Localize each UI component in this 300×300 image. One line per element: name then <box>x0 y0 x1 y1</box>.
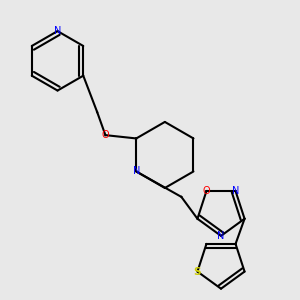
Text: N: N <box>54 26 61 36</box>
Text: O: O <box>102 130 109 140</box>
Text: N: N <box>232 186 239 196</box>
Text: N: N <box>217 231 225 241</box>
Text: S: S <box>194 267 201 277</box>
Text: O: O <box>202 186 210 196</box>
Text: N: N <box>133 167 140 176</box>
